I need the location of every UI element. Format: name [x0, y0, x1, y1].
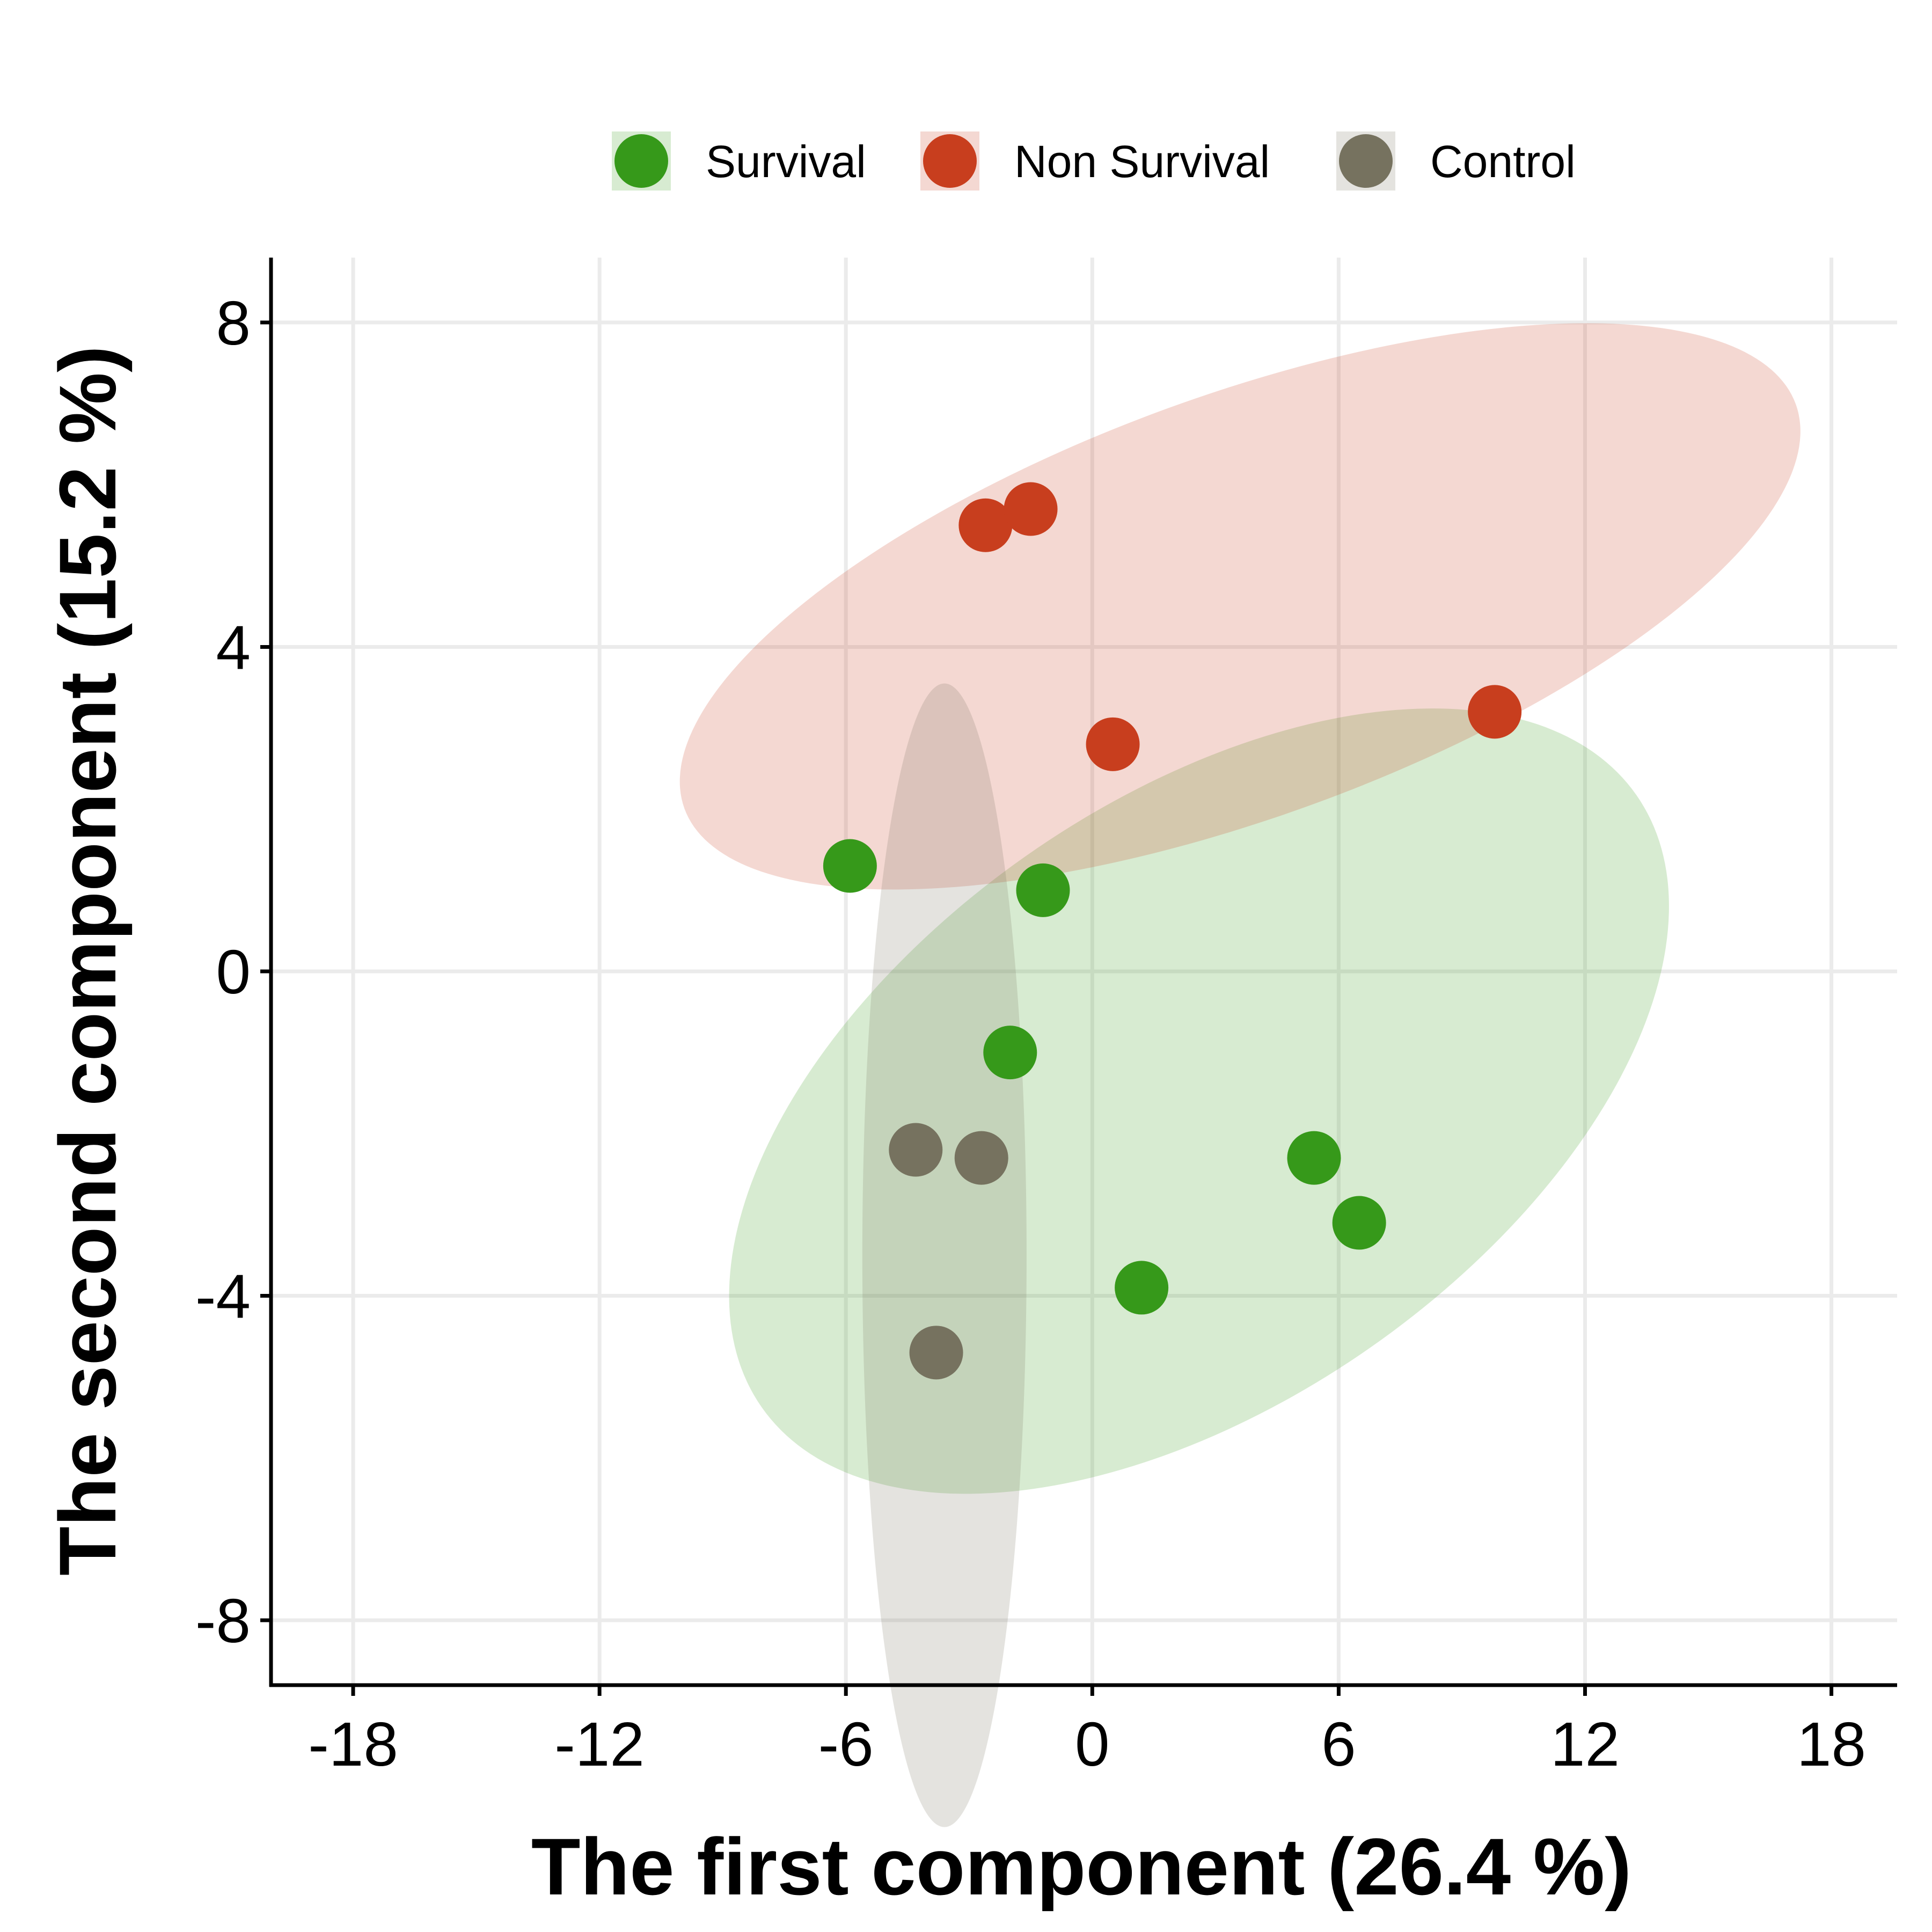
point-non-survival-0	[958, 498, 1013, 552]
point-survival-3	[1287, 1131, 1341, 1185]
point-non-survival-3	[1468, 685, 1522, 739]
point-non-survival-1	[1004, 482, 1058, 536]
x-tick-label-3: 0	[1075, 1709, 1110, 1779]
point-survival-5	[1115, 1261, 1169, 1315]
confidence-ellipses	[679, 323, 1801, 1827]
ellipse-non-survival	[679, 323, 1801, 890]
point-control-0	[889, 1123, 943, 1177]
data-points	[823, 482, 1522, 1380]
y-tick-label-3: 4	[216, 612, 251, 682]
y-tick-label-1: -4	[195, 1262, 251, 1331]
y-tick-label-2: 0	[216, 937, 251, 1007]
point-control-1	[954, 1131, 1008, 1185]
point-survival-0	[823, 839, 877, 893]
legend-label-survival: Survival	[706, 136, 866, 187]
y-tick-label-0: -8	[195, 1586, 251, 1656]
x-axis-title: The first component (26.4 %)	[531, 1821, 1631, 1912]
point-survival-4	[1332, 1196, 1386, 1250]
point-survival-1	[1016, 863, 1070, 917]
grid	[271, 258, 1897, 1685]
legend-key-non-survival	[923, 134, 977, 188]
point-control-2	[909, 1326, 963, 1380]
x-tick-label-1: -12	[554, 1709, 645, 1779]
x-tick-label-5: 12	[1550, 1709, 1620, 1779]
y-tick-label-4: 8	[216, 288, 251, 358]
x-tick-label-2: -6	[818, 1709, 874, 1779]
legend-label-non-survival: Non Survival	[1014, 136, 1270, 187]
y-axis-title: The second component (15.2 %)	[42, 346, 133, 1576]
point-survival-2	[983, 1026, 1037, 1080]
legend-key-survival	[614, 134, 668, 188]
x-tick-label-4: 6	[1321, 1709, 1356, 1779]
ellipse-survival	[729, 708, 1669, 1494]
x-tick-label-6: 18	[1797, 1709, 1866, 1779]
x-tick-label-0: -18	[308, 1709, 398, 1779]
point-non-survival-2	[1086, 717, 1140, 771]
tick-labels: -18 -12 -6 0 6 12 18 -8 -4 0 4 8	[195, 288, 1866, 1779]
legend-key-control	[1339, 134, 1393, 188]
ellipse-control	[862, 683, 1027, 1827]
legend: Survival Non Survival Control	[612, 131, 1576, 191]
legend-label-control: Control	[1430, 136, 1576, 187]
